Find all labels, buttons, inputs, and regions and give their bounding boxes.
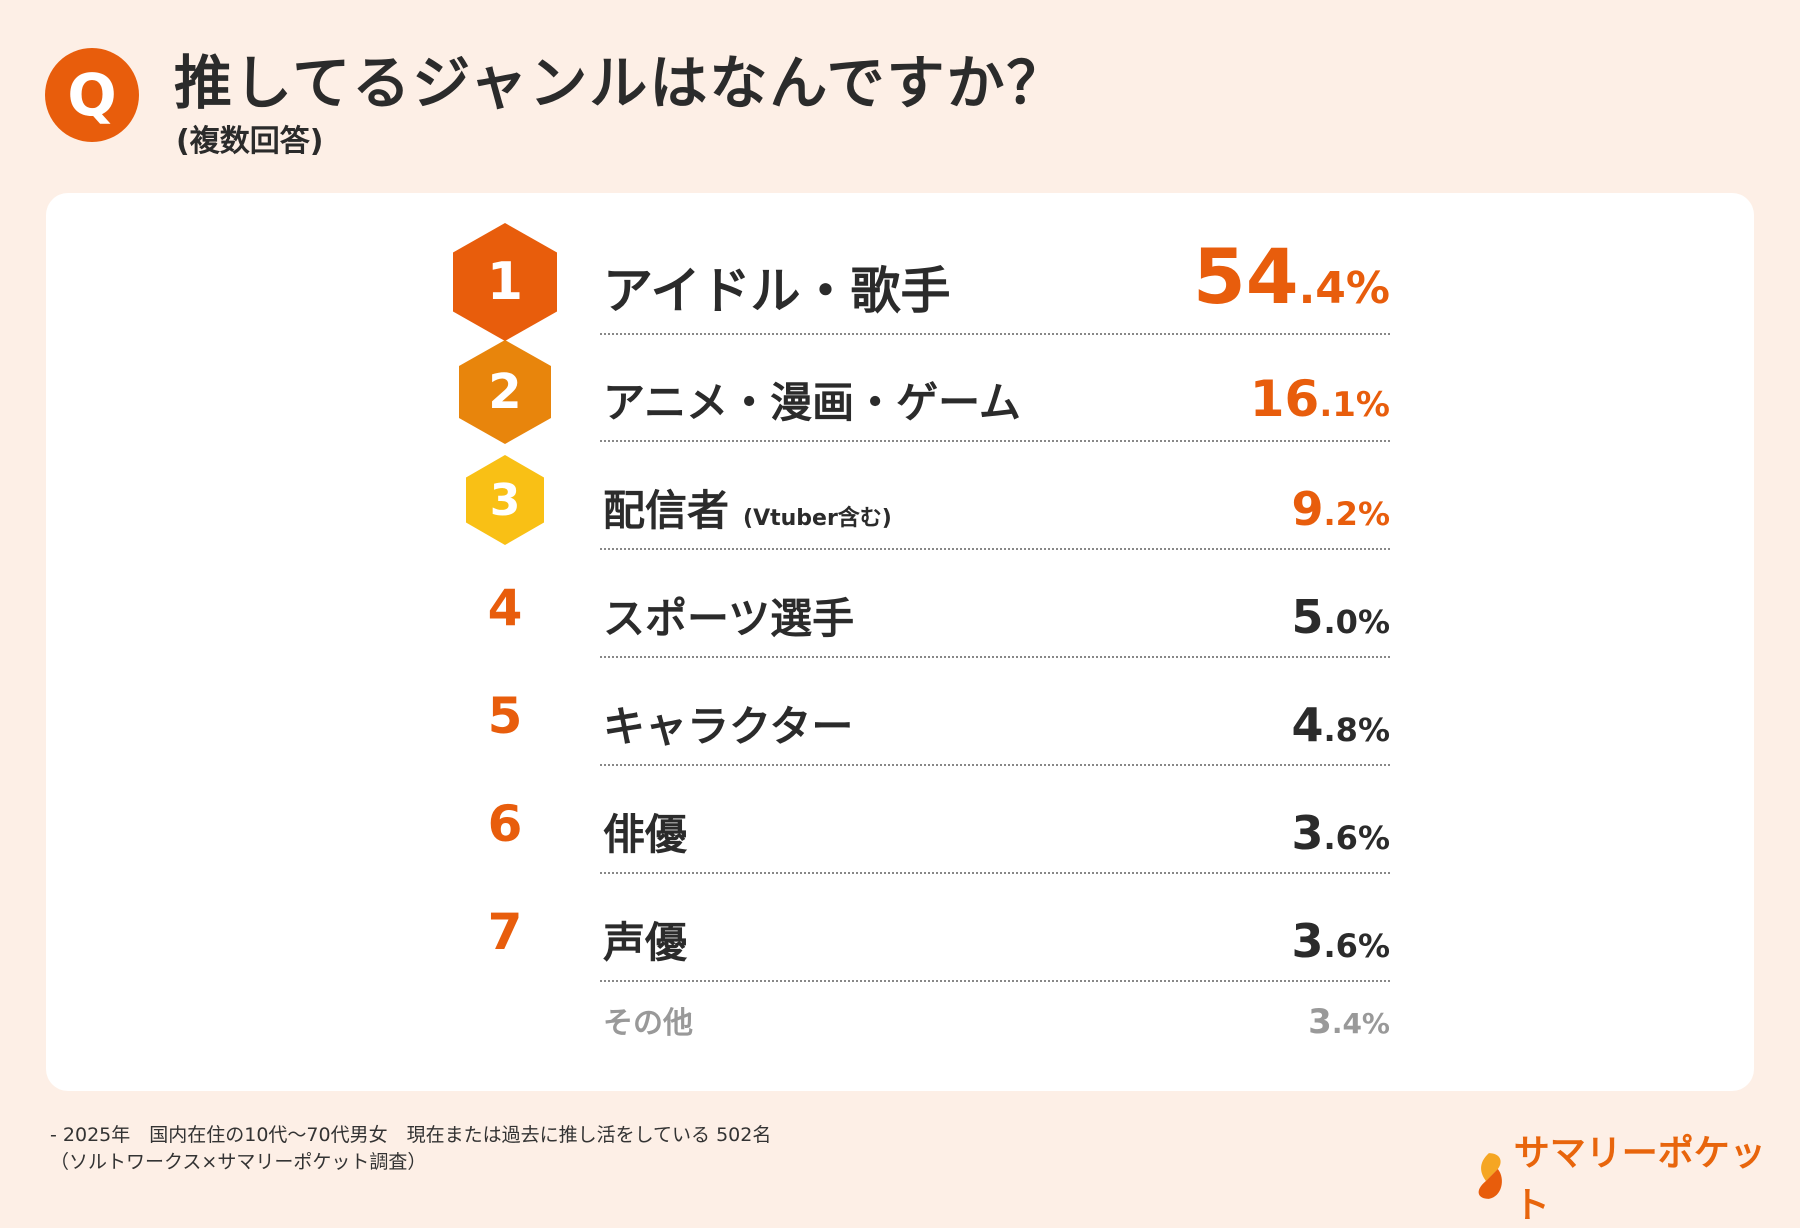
ranking-card	[46, 193, 1754, 1091]
genre-name: キャラクター	[603, 702, 854, 751]
other-percentage: 3.4%	[1308, 1002, 1390, 1042]
percentage-integer: 3	[1291, 914, 1324, 968]
percentage-decimal: .8%	[1323, 711, 1390, 749]
genre-name: アイドル・歌手	[603, 262, 951, 320]
footnote-line-2: （ソルトワークス×サマリーポケット調査）	[50, 1151, 427, 1173]
rank-hexagon-badge: 1	[453, 223, 557, 341]
genre-name: 声優	[603, 918, 688, 967]
percentage-integer: 16	[1249, 370, 1320, 428]
percentage-integer: 54	[1192, 232, 1299, 321]
percentage-integer: 3	[1291, 806, 1324, 860]
percentage-integer: 9	[1291, 482, 1324, 536]
genre-label: キャラクター	[603, 693, 853, 754]
ranking-row: 4 スポーツ選手 5.0%	[440, 558, 1390, 658]
ranking-row: 2 アニメ・漫画・ゲーム 16.1%	[440, 340, 1390, 444]
genre-label: 俳優	[603, 801, 687, 862]
rank-hexagon-badge: 2	[459, 340, 551, 444]
page-subtitle: (複数回答)	[176, 124, 324, 159]
row-divider	[600, 440, 1390, 442]
ranking-row: 3 配信者 (Vtuber含む) 9.2%	[440, 450, 1390, 550]
logo-mark-icon	[1478, 1153, 1502, 1199]
percentage-integer: 3	[1308, 1002, 1332, 1042]
percentage-decimal: .4%	[1298, 263, 1390, 314]
percentage: 3.6%	[1292, 914, 1391, 968]
row-divider	[600, 333, 1390, 335]
footnote-line-1: - 2025年 国内在住の10代〜70代男女 現在または過去に推し活をしている …	[50, 1124, 772, 1146]
ranking-row: 1 アイドル・歌手 54.4%	[440, 223, 1390, 341]
genre-name: 配信者	[603, 486, 730, 535]
row-divider	[600, 764, 1390, 766]
percentage: 9.2%	[1292, 482, 1391, 536]
rank-hexagon-badge: 3	[466, 455, 544, 545]
percentage: 54.4%	[1193, 232, 1390, 321]
percentage-decimal: .2%	[1323, 495, 1390, 533]
row-divider	[600, 872, 1390, 874]
genre-label: アイドル・歌手	[603, 251, 951, 323]
genre-label: アニメ・漫画・ゲーム	[603, 369, 1021, 430]
percentage-decimal: .0%	[1323, 603, 1390, 641]
rank-number: 7	[487, 903, 523, 961]
question-badge: Q	[45, 48, 139, 142]
genre-name: アニメ・漫画・ゲーム	[603, 378, 1021, 427]
percentage: 3.6%	[1292, 806, 1391, 860]
genre-name: スポーツ選手	[603, 594, 855, 643]
genre-label: 配信者 (Vtuber含む)	[603, 477, 892, 538]
genre-label: スポーツ選手	[603, 585, 854, 646]
rank-number: 4	[487, 579, 523, 637]
genre-name: 俳優	[603, 810, 688, 859]
row-divider	[600, 656, 1390, 658]
rank-number: 5	[487, 687, 523, 745]
page-title: 推してるジャンルはなんですか？	[174, 49, 1067, 117]
genre-note: (Vtuber含む)	[743, 506, 892, 531]
percentage-integer: 4	[1291, 698, 1324, 752]
percentage-decimal: .1%	[1319, 385, 1390, 425]
other-row: その他 3.4%	[440, 990, 1390, 1050]
brand-logo: サマリーポケット	[1472, 1124, 1800, 1228]
row-divider	[600, 980, 1390, 982]
footnote: - 2025年 国内在住の10代〜70代男女 現在または過去に推し活をしている …	[50, 1122, 771, 1176]
percentage-decimal: .4%	[1331, 1007, 1390, 1040]
genre-label: 声優	[603, 909, 687, 970]
percentage-decimal: .6%	[1323, 819, 1390, 857]
row-divider	[600, 548, 1390, 550]
percentage: 5.0%	[1292, 590, 1391, 644]
ranking-row: 7 声優 3.6%	[440, 882, 1390, 982]
ranking-row: 6 俳優 3.6%	[440, 774, 1390, 874]
percentage: 4.8%	[1292, 698, 1391, 752]
percentage: 16.1%	[1250, 370, 1390, 428]
ranking-row: 5 キャラクター 4.8%	[440, 666, 1390, 766]
percentage-integer: 5	[1291, 590, 1324, 644]
other-label: その他	[603, 1006, 693, 1041]
logo-text: サマリーポケット	[1513, 1133, 1766, 1226]
rank-number: 6	[487, 795, 523, 853]
percentage-decimal: .6%	[1323, 927, 1390, 965]
